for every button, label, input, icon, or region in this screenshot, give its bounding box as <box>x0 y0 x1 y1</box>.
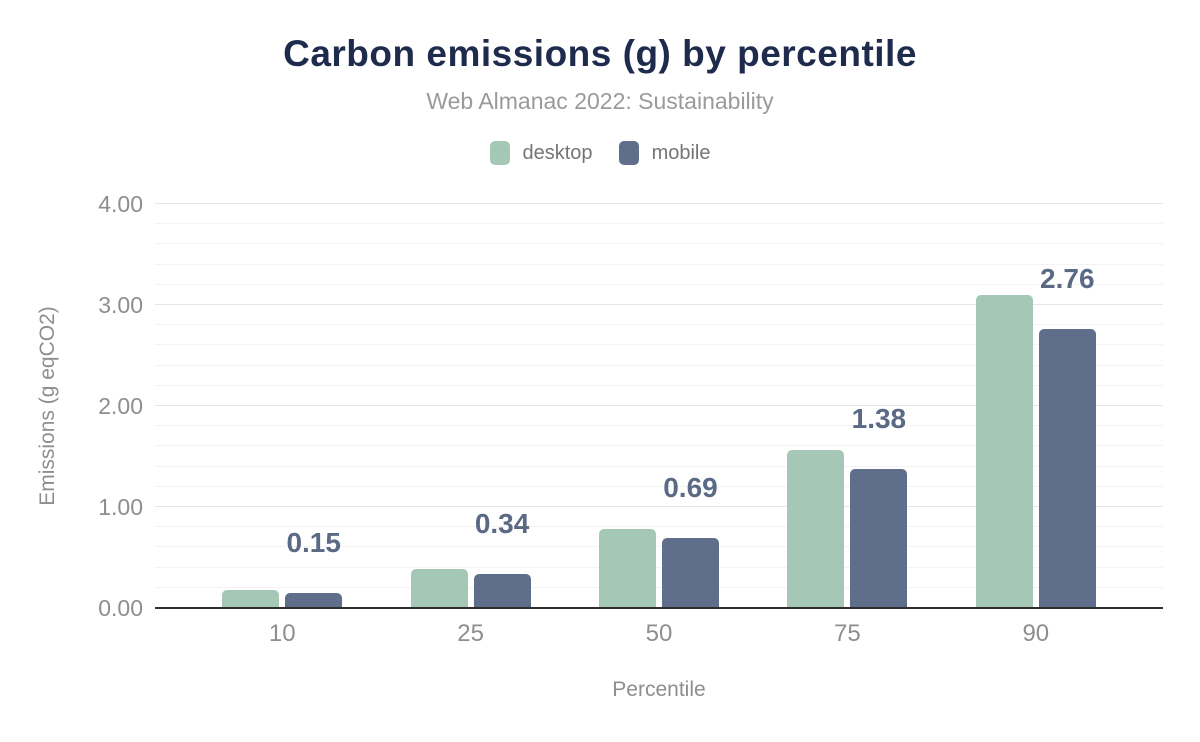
bar-mobile-p10[interactable] <box>285 592 343 608</box>
bar-groups: 0.15 10 0.34 25 0.69 50 1.38 75 2.76 90 <box>155 204 1163 647</box>
gridline <box>155 546 1163 548</box>
bar-desktop-p10[interactable] <box>222 589 280 608</box>
bar-mobile-p25[interactable] <box>473 573 531 608</box>
gridline <box>155 485 1163 487</box>
gridline <box>155 384 1163 386</box>
y-tick-4.00: 4.00 <box>98 191 143 217</box>
y-tick-0.00: 0.00 <box>98 595 143 621</box>
gridline <box>155 243 1163 245</box>
gridline <box>155 566 1163 568</box>
x-axis-title: Percentile <box>612 678 706 701</box>
x-tick-10: 10 <box>268 620 296 647</box>
data-label-p25: 0.34 <box>474 507 530 539</box>
chart-title: Carbon emissions (g) by percentile <box>283 33 917 74</box>
gridline <box>155 324 1163 326</box>
gridline <box>155 283 1163 285</box>
x-tick-25: 25 <box>457 620 484 647</box>
gridline <box>155 364 1163 366</box>
gridline <box>155 203 1163 204</box>
legend-label-desktop: desktop <box>522 141 593 164</box>
data-label-p50: 0.69 <box>663 472 718 504</box>
legend-swatch-desktop <box>489 141 510 165</box>
gridline <box>155 445 1163 447</box>
gridline <box>155 304 1163 305</box>
gridline <box>155 425 1163 427</box>
gridline <box>155 526 1163 528</box>
gridline <box>155 506 1163 507</box>
gridlines <box>155 203 1163 608</box>
data-label-p90: 2.76 <box>1040 263 1095 295</box>
bar-desktop-p90[interactable] <box>975 294 1033 608</box>
data-label-p10: 0.15 <box>286 526 341 558</box>
bar-desktop-p75[interactable] <box>787 450 845 608</box>
legend-label-mobile: mobile <box>651 141 711 164</box>
bar-mobile-p75[interactable] <box>850 468 908 608</box>
legend-item-mobile[interactable]: mobile <box>618 141 711 165</box>
y-tick-3.00: 3.00 <box>98 292 143 318</box>
gridline <box>155 344 1163 346</box>
bar-group-50: 0.69 50 <box>565 204 753 647</box>
y-tick-1.00: 1.00 <box>98 494 143 520</box>
chart-subtitle: Web Almanac 2022: Sustainability <box>426 88 774 114</box>
x-axis-line <box>155 607 1163 609</box>
bar-desktop-p25[interactable] <box>410 568 468 608</box>
x-tick-90: 90 <box>1022 620 1050 647</box>
gridline <box>155 263 1163 265</box>
x-tick-75: 75 <box>834 620 861 647</box>
data-label-p75: 1.38 <box>851 402 907 434</box>
bar-mobile-p50[interactable] <box>661 538 719 608</box>
gridline <box>155 405 1163 406</box>
bar-group-25: 0.34 25 <box>376 204 564 647</box>
legend-item-desktop[interactable]: desktop <box>489 141 593 165</box>
legend: desktop mobile <box>0 140 1200 166</box>
x-tick-50: 50 <box>645 620 673 647</box>
bar-group-10: 0.15 10 <box>188 204 376 647</box>
gridline <box>155 223 1163 225</box>
gridline <box>155 465 1163 467</box>
bar-desktop-p50[interactable] <box>598 529 656 608</box>
gridline <box>155 586 1163 588</box>
bar-group-75: 1.38 75 <box>753 204 941 647</box>
bar-mobile-p90[interactable] <box>1038 329 1096 608</box>
legend-swatch-mobile <box>618 141 639 165</box>
y-tick-2.00: 2.00 <box>98 393 143 419</box>
bar-group-90: 2.76 90 <box>942 204 1130 647</box>
plot-area: 0.15 10 0.34 25 0.69 50 1.38 75 2.76 90 <box>155 203 1163 647</box>
